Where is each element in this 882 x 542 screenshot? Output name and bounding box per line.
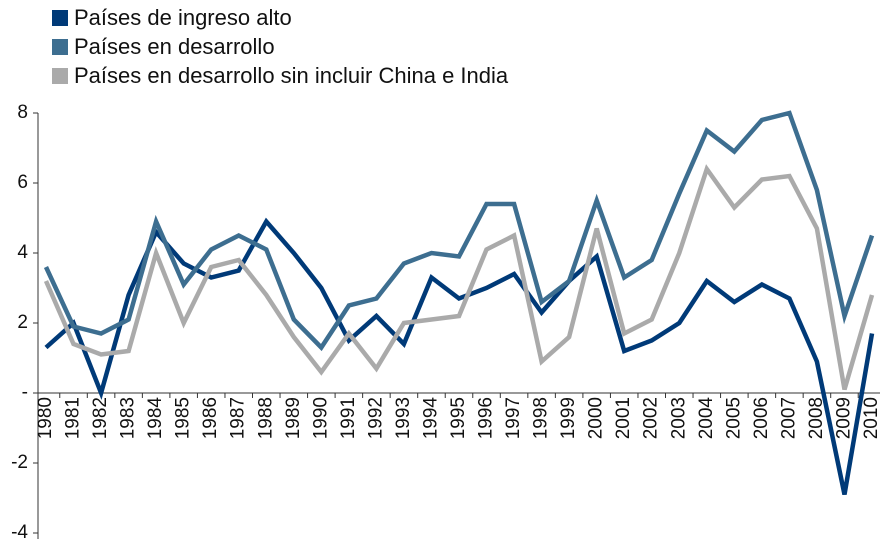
x-tick-label: 1996 [476,397,497,439]
x-tick-label: 1988 [255,397,276,439]
x-tick-label: 1983 [118,397,139,439]
x-tick-label: 2001 [613,397,634,439]
series-line [43,164,875,391]
x-tick-label: 1997 [503,397,524,439]
x-tick-label: 1980 [35,397,56,439]
x-tick-label: 1982 [90,397,111,439]
y-tick-label: -2 [11,452,28,473]
x-tick-label: 1992 [365,397,386,439]
x-tick-label: 1985 [173,397,194,439]
legend: Países de ingreso alto Países en desarrol… [52,5,509,88]
x-tick-label: 2009 [833,397,854,439]
x-tick-label: 2010 [861,397,882,439]
x-tick-label: 2005 [723,397,744,439]
x-tick-label: 1986 [200,397,221,439]
x-tick-label: 2008 [806,397,827,439]
legend-swatch [52,10,68,26]
y-tick-label: 8 [17,102,28,123]
x-tick-label: 2006 [751,397,772,439]
x-tick-label: 1981 [63,397,84,439]
x-tick-label: 1994 [420,397,441,440]
x-tick-label: 2003 [668,397,689,439]
x-tick-label: 1993 [393,397,414,439]
x-tick-label: 1995 [448,397,469,439]
x-tick-label: 1990 [310,397,331,439]
x-tick-label: 2000 [586,397,607,439]
legend-swatch [52,39,68,55]
x-tick-label: 1987 [228,397,249,439]
series-line [43,110,875,352]
y-tick-label: 2 [17,312,28,333]
y-tick-label: - [22,382,28,403]
x-tick-label: 2002 [641,397,662,439]
x-tick-label: 1998 [531,397,552,439]
x-tick-label: 1989 [283,397,304,439]
y-tick-label: 4 [17,242,28,263]
legend-label: Países en desarrollo sin incluir China e… [74,63,509,88]
x-tick-label: 2004 [696,397,717,440]
legend-label: Países de ingreso alto [74,5,292,30]
legend-label: Países en desarrollo [74,34,275,59]
x-tick-label: 1991 [338,397,359,439]
x-tick-label: 1984 [145,397,166,440]
y-tick-label: -4 [11,522,28,542]
y-tick-label: 6 [17,172,28,193]
x-tick-label: 1999 [558,397,579,439]
x-tick-label: 2007 [778,397,799,439]
legend-swatch [52,68,68,84]
series-line [44,217,875,495]
